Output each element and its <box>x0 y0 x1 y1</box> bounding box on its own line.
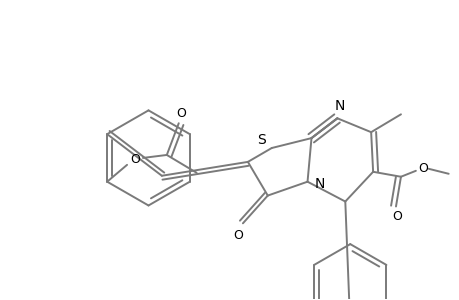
Text: S: S <box>257 133 266 147</box>
Text: O: O <box>391 210 401 223</box>
Text: O: O <box>130 153 140 167</box>
Text: N: N <box>313 177 324 191</box>
Text: O: O <box>175 107 185 120</box>
Text: O: O <box>233 229 242 242</box>
Text: O: O <box>417 162 427 175</box>
Text: N: N <box>333 99 344 113</box>
